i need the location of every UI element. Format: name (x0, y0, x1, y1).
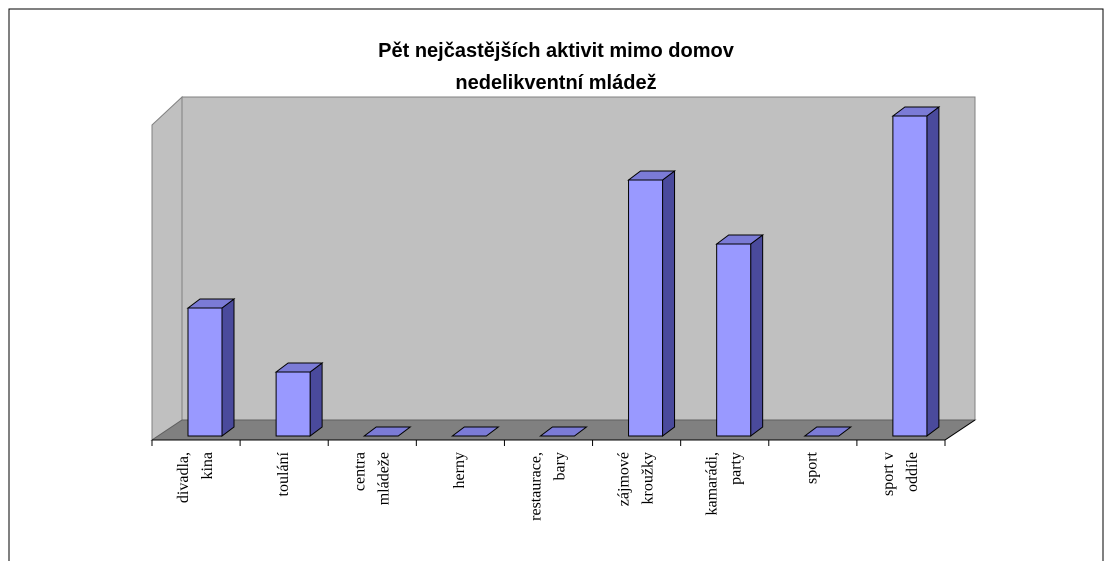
side-wall (151, 95, 183, 441)
bar-top (538, 426, 588, 437)
bar-top (715, 234, 765, 245)
bar-top (186, 298, 236, 309)
x-tick-label: divadla, kina (175, 452, 216, 503)
bar-top (362, 426, 412, 437)
floor-edge (944, 419, 976, 441)
x-tick-label: kamarádi, party (703, 452, 744, 516)
bar-top (891, 106, 941, 117)
bar-side (926, 106, 940, 437)
bar-side (309, 362, 323, 437)
frame (8, 8, 1104, 561)
bar-side (750, 234, 764, 437)
bar (187, 307, 223, 437)
bar (892, 115, 928, 437)
bar-top (627, 170, 677, 181)
x-tick-label: sport (804, 451, 821, 484)
chart-title: nedelikventní mládež (455, 72, 656, 94)
x-tick-label: herny (451, 452, 468, 488)
bar-top (274, 362, 324, 373)
x-tick-label: zájmové kroužky (615, 452, 656, 506)
bar-side (662, 170, 676, 437)
x-tick-label: restaurace, bary (527, 452, 568, 521)
x-tick-label: sport v oddíle (880, 452, 921, 496)
bar (275, 371, 311, 437)
bar (628, 179, 664, 437)
x-tick-label: toulání (275, 451, 292, 496)
bar-top (450, 426, 500, 437)
x-tick-label: centra mládeže (351, 452, 392, 505)
chart-title: Pět nejčastějších aktivit mimo domov (378, 40, 735, 62)
bar-top (803, 426, 853, 437)
bar (716, 243, 752, 437)
bar-side (221, 298, 235, 437)
